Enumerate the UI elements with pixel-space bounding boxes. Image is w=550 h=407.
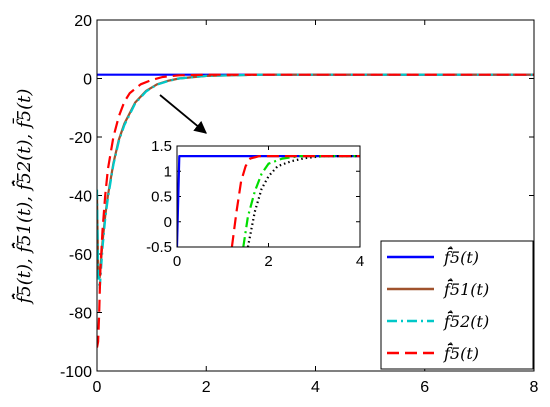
inset-y-tick-label: 1.5	[151, 138, 172, 155]
inset-axes-frame	[176, 145, 361, 248]
inset-y-tick-label: -0.5	[146, 239, 172, 256]
inset-y-tick-label: 1	[164, 163, 172, 180]
inset-series	[177, 155, 360, 247]
inset-x-tick-label: 2	[264, 253, 272, 270]
legend-label-2: f̄̂51(t)	[443, 278, 489, 299]
x-tick-label: 6	[420, 379, 429, 396]
x-tick-label: 8	[530, 379, 539, 396]
legend-label-4: f̄̂5(t)	[443, 342, 479, 363]
y-axis-label: f̄̂5(t), f̄̂51(t), f̄̂52(t), f̄5(t)	[10, 89, 35, 306]
y-tick-label: -20	[69, 130, 92, 147]
inset-x-tick-label: 4	[356, 253, 364, 270]
inset-series-line-3	[242, 155, 360, 247]
series-line-4	[97, 73, 534, 348]
y-tick-label: -100	[60, 364, 92, 381]
x-tick-label: 2	[202, 379, 211, 396]
y-tick-label: 0	[83, 72, 92, 89]
y-tick-label: -80	[69, 306, 92, 323]
legend-label-3: f̄̂52(t)	[443, 310, 489, 331]
zoom-arrow	[159, 94, 207, 134]
legend-entries: f̄̂5(t) f̄̂51(t) f̄̂52(t) f̄̂5(t)	[387, 246, 489, 363]
legend-box	[380, 240, 534, 370]
legend: f̄̂5(t) f̄̂51(t) f̄̂52(t) f̄̂5(t)	[380, 240, 534, 370]
inset-y-tick-label: 0.5	[151, 189, 172, 206]
x-tick-label: 4	[311, 379, 320, 396]
inset-y-tick-label: 0	[164, 214, 172, 231]
inset-background	[177, 146, 360, 247]
y-tick-label: 20	[74, 13, 92, 30]
x-tick-label: 0	[93, 379, 102, 396]
main-axes-frame	[96, 19, 535, 372]
main-series	[97, 73, 534, 348]
inset-x-tick-label: 0	[173, 253, 181, 270]
inset-series-line-4	[230, 155, 360, 247]
y-tick-label: -60	[69, 247, 92, 264]
y-tick-label: -40	[69, 189, 92, 206]
legend-label-1: f̄̂5(t)	[443, 246, 479, 267]
inset-tick-labels: 0 2 41.510.50-0.5	[146, 138, 364, 270]
